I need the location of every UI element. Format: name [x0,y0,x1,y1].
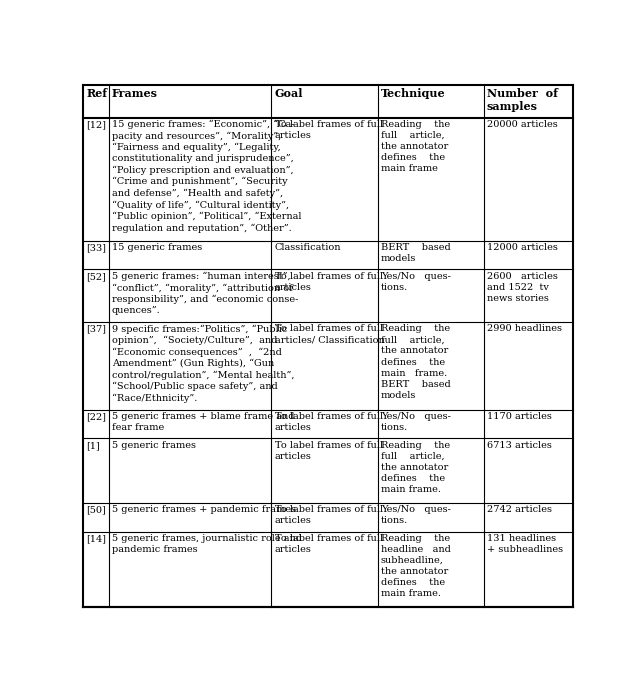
Text: 5 generic frames: “human interest”,
“conflict”, “morality”, “attribution of
resp: 5 generic frames: “human interest”, “con… [112,272,298,316]
Text: [37]: [37] [86,324,106,333]
Text: 12000 articles: 12000 articles [487,243,557,252]
Text: [50]: [50] [86,505,106,514]
Text: 2742 articles: 2742 articles [487,505,552,514]
Text: 2600   articles
and 1522  tv
news stories: 2600 articles and 1522 tv news stories [487,272,557,303]
Text: 6713 articles: 6713 articles [487,441,552,450]
Text: 5 generic frames, journalistic role and
pandemic frames: 5 generic frames, journalistic role and … [112,534,302,554]
Text: [33]: [33] [86,243,106,252]
Bar [83,270,573,322]
Text: To label frames of full
articles: To label frames of full articles [275,120,383,140]
Text: To label frames of full
articles: To label frames of full articles [275,412,383,432]
Text: 1170 articles: 1170 articles [487,412,552,421]
Text: Reading    the
full    article,
the annotator
defines    the
main   frame.
BERT : Reading the full article, the annotator … [381,324,451,400]
Text: 131 headlines
+ subheadlines: 131 headlines + subheadlines [487,534,563,554]
Text: To label frames of full
articles: To label frames of full articles [275,441,383,461]
Bar [83,85,573,118]
Text: To label frames of full
articles: To label frames of full articles [275,272,383,292]
Text: 5 generic frames + blame frame and
fear frame: 5 generic frames + blame frame and fear … [112,412,294,432]
Text: 15 generic frames: “Economic”, “Ca-
pacity and resources”, “Morality”,
“Fairness: 15 generic frames: “Economic”, “Ca- paci… [112,120,301,233]
Bar [83,118,573,241]
Text: Classification: Classification [275,243,341,252]
Bar [83,241,573,270]
Bar [83,322,573,410]
Text: 20000 articles: 20000 articles [487,120,557,129]
Text: 5 generic frames: 5 generic frames [112,441,196,450]
Text: 15 generic frames: 15 generic frames [112,243,202,252]
Text: Ref: Ref [86,88,108,99]
Text: Yes/No   ques-
tions.: Yes/No ques- tions. [381,272,451,292]
Text: Reading    the
full    article,
the annotator
defines    the
main frame.: Reading the full article, the annotator … [381,441,450,494]
Text: To label frames of full
articles: To label frames of full articles [275,534,383,554]
Text: Yes/No   ques-
tions.: Yes/No ques- tions. [381,505,451,525]
Text: 5 generic frames + pandemic frames: 5 generic frames + pandemic frames [112,505,296,514]
Text: BERT    based
models: BERT based models [381,243,451,263]
Bar [83,503,573,532]
Text: Goal: Goal [275,88,303,99]
Text: Frames: Frames [112,88,158,99]
Bar [83,438,573,503]
Text: Yes/No   ques-
tions.: Yes/No ques- tions. [381,412,451,432]
Text: 9 specific frames:“Politics”, “Public
opinion”,  “Society/Culture”,  and
“Econom: 9 specific frames:“Politics”, “Public op… [112,324,294,403]
Text: Technique: Technique [381,88,445,99]
Text: [22]: [22] [86,412,106,421]
Text: [1]: [1] [86,441,100,450]
Text: [52]: [52] [86,272,106,281]
Bar [83,532,573,608]
Bar [83,410,573,438]
Text: To label frames of full
articles/ Classification: To label frames of full articles/ Classi… [275,324,384,344]
Text: [12]: [12] [86,120,106,129]
Text: Number  of
samples: Number of samples [487,88,557,113]
Text: [14]: [14] [86,534,106,543]
Text: To label frames of full
articles: To label frames of full articles [275,505,383,525]
Text: Reading    the
headline   and
subheadline,
the annotator
defines    the
main fra: Reading the headline and subheadline, th… [381,534,451,598]
Text: Reading    the
full    article,
the annotator
defines    the
main frame: Reading the full article, the annotator … [381,120,450,174]
Text: 2990 headlines: 2990 headlines [487,324,562,333]
